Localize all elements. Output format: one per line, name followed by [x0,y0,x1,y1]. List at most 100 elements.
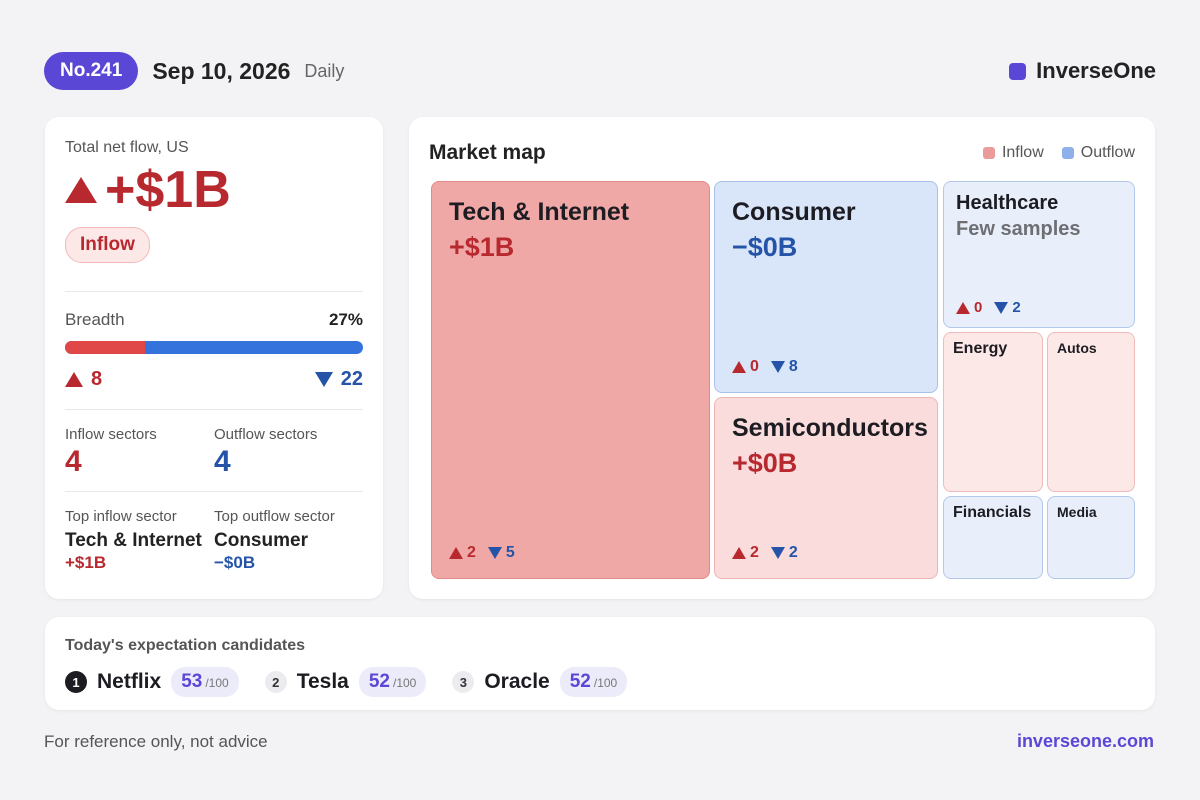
tile-financials[interactable]: Financials [943,496,1043,579]
down-triangle-icon [994,301,1009,314]
inflow-sectors-label: Inflow sectors [65,426,157,443]
tile-counts: 0 8 [732,358,798,376]
breadth-bar [65,341,363,354]
net-flow-value: +$1B [65,159,363,221]
issue-badge: No.241 [44,52,139,90]
down-triangle-icon [770,361,785,373]
status-row: Inflow [65,221,363,279]
score-max: /100 [392,676,417,690]
inflow-sectors: Inflow sectors 4 [65,426,214,479]
candidate-name: Oracle [484,670,550,693]
down-triangle-icon [487,547,502,559]
legend-inflow-swatch [982,147,995,159]
top-inflow-sector: Top inflow sector Tech & Internet +$1B [65,508,214,573]
score-max: /100 [205,676,229,690]
candidates-title: Today's expectation candidates [65,637,306,654]
divider [65,291,363,292]
score-value: 53 [181,671,203,692]
tile-name: Financials [953,504,1032,521]
tile-semiconductors[interactable]: Semiconductors +$0B 2 2 [714,397,938,579]
divider [65,409,363,410]
outflow-sectors-label: Outflow sectors [214,426,318,443]
breadth-counts: 8 22 [65,368,363,391]
tile-energy[interactable]: Energy [943,332,1043,492]
net-flow-amount: +$1B [105,161,231,219]
top-inflow-name: Tech & Internet [65,530,202,551]
top-inflow-value: +$1B [65,553,107,572]
up-triangle-icon [65,372,83,387]
tile-name: Autos [1057,340,1097,356]
tile-up-count: 0 [750,358,759,375]
brand-logo-icon [1009,62,1027,80]
tile-name: Consumer [732,198,856,226]
down-triangle-icon [770,547,785,559]
legend-outflow: Outflow [1061,144,1135,162]
tile-up-count: 0 [974,299,983,316]
tile-autos[interactable]: Autos [1047,332,1135,492]
top-outflow-value: −$0B [214,553,256,572]
legend-inflow: Inflow [982,144,1044,162]
net-flow-label: Total net flow, US [65,139,189,156]
tile-name: Tech & Internet [449,198,630,226]
up-triangle-icon [732,361,746,373]
tile-healthcare[interactable]: Healthcare Few samples 0 2 [943,181,1135,328]
candidates-list: 1 Netflix 53 /100 2 Tesla 52 /100 3 Orac… [65,667,1135,697]
score-value: 52 [368,671,390,692]
candidate-item[interactable]: 1 Netflix 53 /100 [65,667,239,697]
market-map-title: Market map [429,141,546,164]
candidate-name: Netflix [97,670,162,693]
score-badge: 52 /100 [559,667,628,697]
outflow-sectors: Outflow sectors 4 [214,426,363,479]
disclaimer: For reference only, not advice [44,732,268,751]
tile-name: Healthcare [956,192,1059,214]
market-map-card: Market map Inflow Outflow Tech & Interne… [409,117,1155,599]
brand: InverseOne [1009,58,1156,84]
tile-value: +$0B [732,448,798,478]
up-triangle-icon [65,177,97,203]
map-legend: Inflow Outflow [965,144,1135,162]
tile-media[interactable]: Media [1047,496,1135,579]
divider [65,491,363,492]
legend-outflow-label: Outflow [1080,144,1135,161]
up-triangle-icon [449,547,463,559]
tile-name: Energy [953,340,1008,357]
status-badge: Inflow [65,227,150,263]
legend-outflow-swatch [1061,147,1074,159]
score-value: 52 [569,671,591,692]
brand-name: InverseOne [1036,58,1156,83]
tile-name: Media [1057,504,1097,520]
up-count: 8 [65,368,102,391]
rank-badge: 3 [452,671,475,693]
tile-up-count: 2 [467,544,476,561]
score-badge: 52 /100 [358,667,427,697]
tile-consumer[interactable]: Consumer −$0B 0 8 [714,181,938,393]
breadth-label: Breadth [65,310,125,329]
down-count: 22 [314,368,363,391]
up-triangle-icon [732,547,746,559]
tile-counts: 0 2 [956,299,1021,316]
candidate-item[interactable]: 3 Oracle 52 /100 [452,667,628,697]
tile-down-count: 2 [788,544,798,561]
top-inflow-label: Top inflow sector [65,508,177,525]
header: No.241 Sep 10, 2026 Daily InverseOne [44,51,1156,91]
rank-badge: 2 [264,671,287,693]
top-outflow-sector: Top outflow sector Consumer −$0B [214,508,363,573]
tile-counts: 2 5 [449,544,515,562]
tile-note: Few samples [956,218,1081,240]
up-triangle-icon [956,301,970,314]
website-link[interactable]: inverseone.com [1016,731,1154,751]
breadth-row: Breadth 27% [65,310,363,330]
report-frequency: Daily [304,60,345,81]
tile-up-count: 2 [750,544,759,561]
breadth-percent: 27% [328,310,363,329]
tile-down-count: 2 [1012,299,1021,316]
sector-counts: Inflow sectors 4 Outflow sectors 4 [65,426,363,479]
candidate-item[interactable]: 2 Tesla 52 /100 [264,667,427,697]
legend-inflow-label: Inflow [1001,144,1044,161]
rank-badge: 1 [65,671,87,693]
tile-tech-internet[interactable]: Tech & Internet +$1B 2 5 [431,181,710,579]
candidates-card: Today's expectation candidates 1 Netflix… [45,617,1155,710]
up-count-value: 8 [91,368,103,390]
tile-value: +$1B [449,232,515,262]
outflow-sectors-count: 4 [214,445,231,478]
